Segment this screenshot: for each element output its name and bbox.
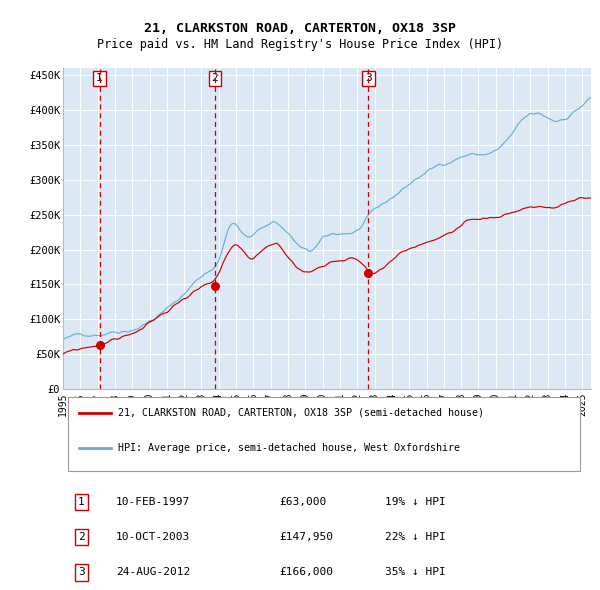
Text: Price paid vs. HM Land Registry's House Price Index (HPI): Price paid vs. HM Land Registry's House …: [97, 38, 503, 51]
Text: £147,950: £147,950: [280, 532, 334, 542]
Text: 19% ↓ HPI: 19% ↓ HPI: [385, 497, 446, 507]
Text: 10-FEB-1997: 10-FEB-1997: [116, 497, 190, 507]
FancyBboxPatch shape: [68, 397, 580, 471]
Text: 2: 2: [212, 73, 218, 83]
Text: 21, CLARKSTON ROAD, CARTERTON, OX18 3SP (semi-detached house): 21, CLARKSTON ROAD, CARTERTON, OX18 3SP …: [118, 408, 484, 418]
Text: 2: 2: [78, 532, 85, 542]
Text: 1: 1: [96, 73, 103, 83]
Text: 22% ↓ HPI: 22% ↓ HPI: [385, 532, 446, 542]
Text: 24-AUG-2012: 24-AUG-2012: [116, 568, 190, 578]
Text: £63,000: £63,000: [280, 497, 327, 507]
Text: 3: 3: [365, 73, 372, 83]
Text: 35% ↓ HPI: 35% ↓ HPI: [385, 568, 446, 578]
Text: 10-OCT-2003: 10-OCT-2003: [116, 532, 190, 542]
Text: £166,000: £166,000: [280, 568, 334, 578]
Text: 3: 3: [78, 568, 85, 578]
Text: HPI: Average price, semi-detached house, West Oxfordshire: HPI: Average price, semi-detached house,…: [118, 442, 460, 453]
Text: 1: 1: [78, 497, 85, 507]
Text: 21, CLARKSTON ROAD, CARTERTON, OX18 3SP: 21, CLARKSTON ROAD, CARTERTON, OX18 3SP: [144, 22, 456, 35]
